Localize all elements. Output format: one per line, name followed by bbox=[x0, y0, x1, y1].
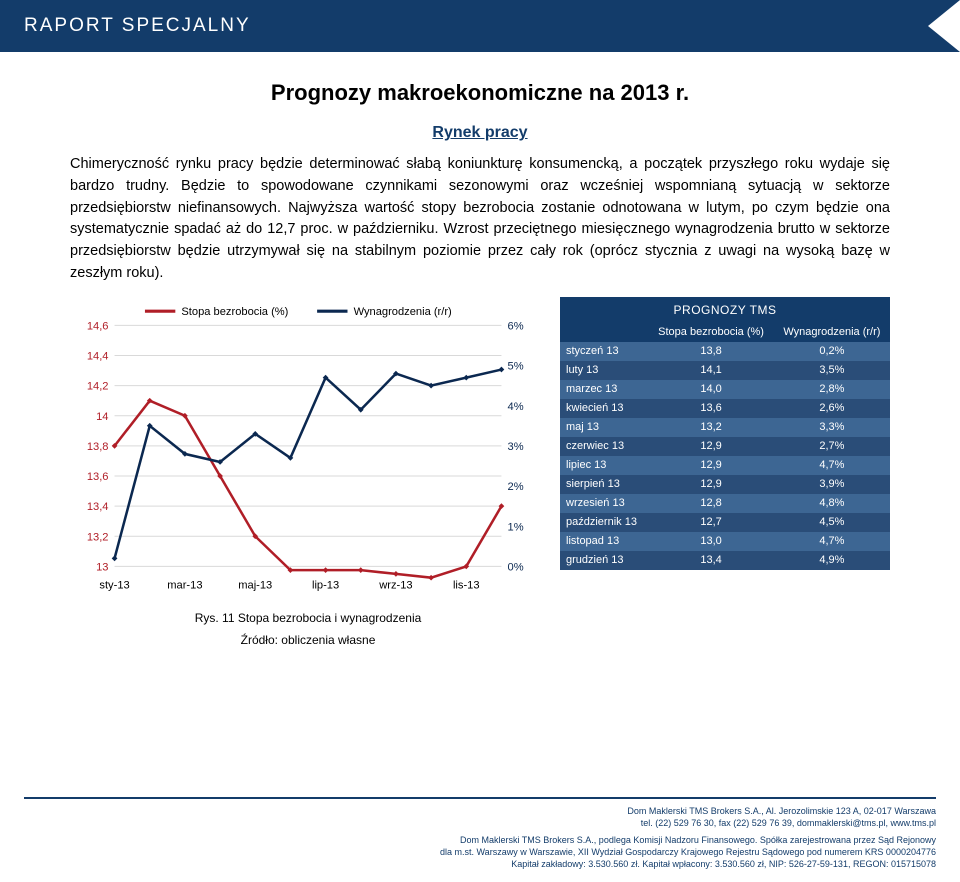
svg-text:6%: 6% bbox=[508, 320, 524, 332]
table-cell: sierpień 13 bbox=[560, 475, 648, 494]
table-cell: 4,8% bbox=[774, 494, 890, 513]
svg-text:13,2: 13,2 bbox=[87, 531, 109, 543]
svg-text:13,8: 13,8 bbox=[87, 440, 109, 452]
table-cell: 13,6 bbox=[648, 399, 773, 418]
table-cell: styczeń 13 bbox=[560, 342, 648, 361]
header-triangle-decoration bbox=[928, 0, 960, 52]
report-header: RAPORT SPECJALNY bbox=[0, 0, 960, 52]
chart-caption: Rys. 11 Stopa bezrobocia i wynagrodzenia bbox=[70, 611, 546, 625]
table-row: maj 1313,23,3% bbox=[560, 418, 890, 437]
table-row: czerwiec 1312,92,7% bbox=[560, 437, 890, 456]
table-cell: maj 13 bbox=[560, 418, 648, 437]
article-title: Prognozy makroekonomiczne na 2013 r. bbox=[70, 80, 890, 106]
svg-text:Stopa bezrobocia (%): Stopa bezrobocia (%) bbox=[181, 306, 288, 318]
table-cell: luty 13 bbox=[560, 361, 648, 380]
svg-text:14: 14 bbox=[96, 410, 108, 422]
article-subtitle: Rynek pracy bbox=[70, 124, 890, 142]
page-footer: Dom Maklerski TMS Brokers S.A., Al. Jero… bbox=[0, 789, 960, 882]
table-cell: 13,0 bbox=[648, 532, 773, 551]
svg-text:maj-13: maj-13 bbox=[238, 579, 272, 591]
table-cell: 13,2 bbox=[648, 418, 773, 437]
figure-row: 13 13,2 13,4 13,6 13,8 14 14,2 14,4 14,6 0% 1% 2% 3%… bbox=[70, 297, 890, 648]
table-row: grudzień 1313,44,9% bbox=[560, 551, 890, 570]
article-paragraph: Chimeryczność rynku pracy będzie determi… bbox=[70, 154, 890, 285]
table-cell: listopad 13 bbox=[560, 532, 648, 551]
table-cell: 4,9% bbox=[774, 551, 890, 570]
table-cell: 14,1 bbox=[648, 361, 773, 380]
table-cell: 12,9 bbox=[648, 475, 773, 494]
table-col-header bbox=[560, 323, 648, 342]
table-cell: grudzień 13 bbox=[560, 551, 648, 570]
table-row: kwiecień 1313,62,6% bbox=[560, 399, 890, 418]
svg-text:wrz-13: wrz-13 bbox=[378, 579, 412, 591]
table-cell: 12,9 bbox=[648, 437, 773, 456]
table-cell: 4,7% bbox=[774, 532, 890, 551]
table-cell: 3,3% bbox=[774, 418, 890, 437]
svg-text:4%: 4% bbox=[508, 400, 524, 412]
table-col-header: Stopa bezrobocia (%) bbox=[648, 323, 773, 342]
table-cell: 14,0 bbox=[648, 380, 773, 399]
svg-text:13,6: 13,6 bbox=[87, 471, 109, 483]
table-row: lipiec 1312,94,7% bbox=[560, 456, 890, 475]
table-row: luty 1314,13,5% bbox=[560, 361, 890, 380]
svg-text:sty-13: sty-13 bbox=[99, 579, 129, 591]
svg-text:1%: 1% bbox=[508, 521, 524, 533]
table-cell: 0,2% bbox=[774, 342, 890, 361]
table-cell: marzec 13 bbox=[560, 380, 648, 399]
svg-text:lis-13: lis-13 bbox=[453, 579, 480, 591]
table-cell: lipiec 13 bbox=[560, 456, 648, 475]
table-row: październik 1312,74,5% bbox=[560, 513, 890, 532]
table-row: marzec 1314,02,8% bbox=[560, 380, 890, 399]
table-cell: czerwiec 13 bbox=[560, 437, 648, 456]
table-cell: wrzesień 13 bbox=[560, 494, 648, 513]
table-row: sierpień 1312,93,9% bbox=[560, 475, 890, 494]
table-cell: kwiecień 13 bbox=[560, 399, 648, 418]
table-cell: 12,8 bbox=[648, 494, 773, 513]
svg-text:3%: 3% bbox=[508, 440, 524, 452]
header-title: RAPORT SPECJALNY bbox=[24, 15, 251, 37]
table-title: PROGNOZY TMS bbox=[560, 297, 890, 323]
table-cell: 12,9 bbox=[648, 456, 773, 475]
svg-text:0%: 0% bbox=[508, 561, 524, 573]
table-col-header: Wynagrodzenia (r/r) bbox=[774, 323, 890, 342]
footer-address: Dom Maklerski TMS Brokers S.A., Al. Jero… bbox=[24, 805, 936, 829]
svg-text:mar-13: mar-13 bbox=[167, 579, 202, 591]
table-row: styczeń 1313,80,2% bbox=[560, 342, 890, 361]
table-cell: 4,7% bbox=[774, 456, 890, 475]
svg-text:13,4: 13,4 bbox=[87, 501, 109, 513]
footer-divider bbox=[24, 797, 936, 799]
chart-column: 13 13,2 13,4 13,6 13,8 14 14,2 14,4 14,6 0% 1% 2% 3%… bbox=[70, 297, 546, 648]
table-cell: październik 13 bbox=[560, 513, 648, 532]
table-cell: 2,7% bbox=[774, 437, 890, 456]
table-cell: 2,6% bbox=[774, 399, 890, 418]
table-cell: 13,8 bbox=[648, 342, 773, 361]
table-row: listopad 1313,04,7% bbox=[560, 532, 890, 551]
svg-text:14,2: 14,2 bbox=[87, 380, 109, 392]
footer-legal: Dom Maklerski TMS Brokers S.A., podlega … bbox=[24, 834, 936, 870]
svg-text:lip-13: lip-13 bbox=[312, 579, 339, 591]
svg-text:14,6: 14,6 bbox=[87, 320, 109, 332]
table-cell: 2,8% bbox=[774, 380, 890, 399]
chart-source: Źródło: obliczenia własne bbox=[70, 633, 546, 647]
table-row: wrzesień 1312,84,8% bbox=[560, 494, 890, 513]
svg-text:Wynagrodzenia (r/r): Wynagrodzenia (r/r) bbox=[354, 306, 452, 318]
forecast-table-column: PROGNOZY TMSStopa bezrobocia (%)Wynagrod… bbox=[560, 297, 890, 648]
svg-text:14,4: 14,4 bbox=[87, 350, 109, 362]
svg-text:13: 13 bbox=[96, 561, 108, 573]
table-cell: 13,4 bbox=[648, 551, 773, 570]
svg-text:5%: 5% bbox=[508, 360, 524, 372]
forecast-table: PROGNOZY TMSStopa bezrobocia (%)Wynagrod… bbox=[560, 297, 890, 570]
table-cell: 3,9% bbox=[774, 475, 890, 494]
unemployment-wages-chart: 13 13,2 13,4 13,6 13,8 14 14,2 14,4 14,6 0% 1% 2% 3%… bbox=[70, 297, 546, 601]
table-cell: 12,7 bbox=[648, 513, 773, 532]
table-cell: 4,5% bbox=[774, 513, 890, 532]
svg-text:2%: 2% bbox=[508, 481, 524, 493]
table-cell: 3,5% bbox=[774, 361, 890, 380]
